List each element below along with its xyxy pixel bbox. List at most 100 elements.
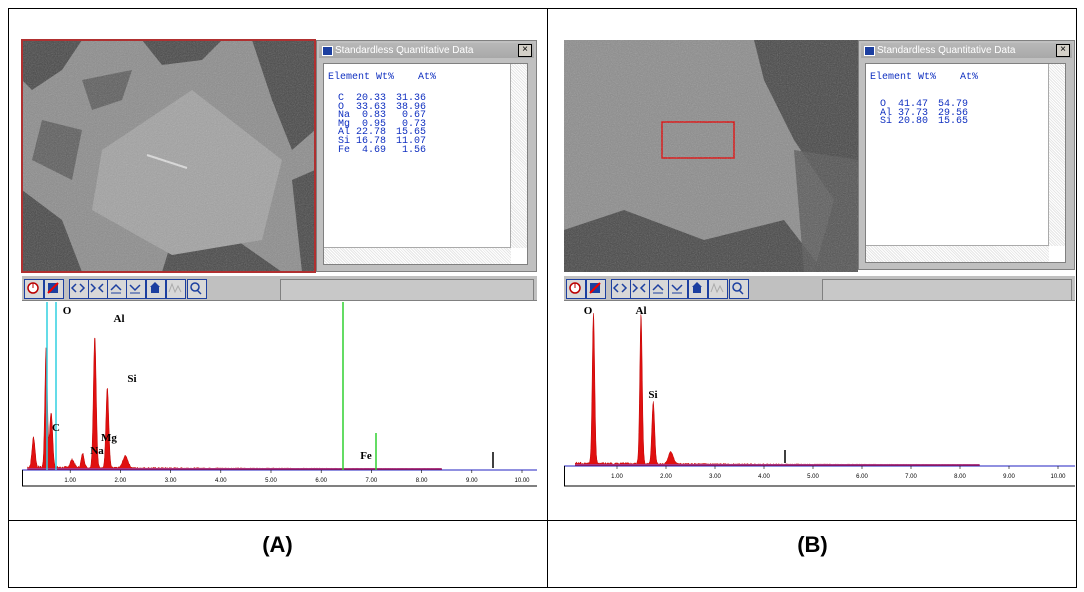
tool-button[interactable]: [88, 279, 108, 299]
tool-button[interactable]: [69, 279, 89, 299]
at-value: 31.36: [395, 93, 426, 104]
x-tick-label: 1.00: [611, 474, 623, 480]
x-tick-label: 9.00: [1003, 474, 1015, 480]
tool-button[interactable]: [24, 279, 44, 299]
x-tick-label: 10.00: [1050, 474, 1066, 480]
at-value: 15.65: [395, 127, 426, 139]
tool-icon: [110, 283, 122, 294]
tool-icon: [90, 283, 104, 293]
x-tick-label: 5.00: [265, 478, 277, 484]
data-body: Element Wt% At% O 41.47 54.79 Al 37.73 29.56 Si 20…: [865, 63, 1066, 263]
panel-label: (B): [797, 532, 828, 557]
x-tick-label: 8.00: [954, 474, 966, 480]
wt-value: 37.73: [897, 107, 928, 119]
x-tick-label: 5.00: [807, 474, 819, 480]
tool-button[interactable]: [146, 279, 166, 299]
toolbar: [564, 275, 1075, 301]
element: C: [338, 93, 345, 104]
at-value: 11.07: [395, 136, 426, 147]
x-tick-label: 6.00: [856, 474, 868, 480]
tool-button[interactable]: [187, 279, 207, 299]
element: Si: [880, 116, 893, 128]
tool-button[interactable]: [44, 279, 64, 299]
wt-value: 4.69: [361, 144, 386, 156]
tool-icon: [569, 282, 581, 294]
table-header: Wt%: [376, 72, 395, 83]
peak-label: Mg: [101, 432, 117, 444]
tool-button[interactable]: [688, 279, 708, 299]
x-tick-label: 3.00: [165, 478, 177, 484]
x-tick-label: 2.00: [115, 478, 127, 484]
sem: [22, 40, 315, 272]
tool-icon: [70, 283, 86, 293]
sem-noise: [564, 40, 858, 272]
tool-icon: [612, 283, 628, 293]
toolbar: [22, 275, 537, 301]
at-value: 38.96: [395, 101, 426, 113]
tool-icon: [27, 282, 39, 294]
peak-label: Si: [127, 373, 136, 385]
at-value: 1.56: [401, 144, 426, 156]
scrollbar: [324, 247, 511, 264]
at-value: 15.65: [937, 116, 968, 128]
close-button[interactable]: ×: [1056, 44, 1070, 57]
element: Mg: [338, 118, 351, 130]
tool-button[interactable]: [729, 279, 749, 299]
wt-value: 20.33: [355, 93, 386, 104]
x-tick-label: 1.00: [64, 478, 76, 484]
wt-value: 0.83: [361, 110, 386, 122]
tool-icon: [692, 282, 702, 293]
tool-button[interactable]: [586, 279, 606, 299]
data-window: Standardless Quantitative Data × Element Wt…: [316, 40, 537, 272]
peak-label: Fe: [360, 450, 372, 462]
title-bar: Standardless Quantitative Data ×: [861, 43, 1072, 58]
wt-value: 16.78: [355, 136, 386, 147]
x-tick-label: 6.00: [315, 478, 327, 484]
window-icon: [322, 46, 333, 56]
frame: [8, 8, 1077, 588]
tool-button[interactable]: [126, 279, 146, 299]
tool-icon: [589, 282, 601, 294]
tool-button[interactable]: [611, 279, 631, 299]
tool-button[interactable]: [166, 279, 186, 299]
tool-icon: [129, 284, 141, 294]
wt-value: 22.78: [355, 127, 386, 139]
scrollbar: [1048, 64, 1065, 246]
table-header: Wt%: [918, 72, 937, 83]
wt-value: 0.95: [361, 118, 386, 130]
wt-value: 20.80: [897, 116, 928, 128]
tool-button[interactable]: [708, 279, 728, 299]
tool-button[interactable]: [630, 279, 650, 299]
x-tick-label: 2.00: [660, 474, 672, 480]
sem-image: [564, 40, 858, 272]
scrollbar: [510, 64, 527, 248]
table-header: At%: [418, 72, 437, 83]
x-tick-label: 9.00: [466, 478, 478, 484]
x-tick-label: 4.00: [215, 478, 227, 484]
sem: [564, 40, 858, 272]
tool-icon: [652, 283, 664, 294]
table-header: Element: [328, 72, 371, 83]
tool-button[interactable]: [649, 279, 669, 299]
tool-icon: [671, 284, 683, 294]
peak-label: O: [584, 305, 593, 317]
close-button[interactable]: ×: [518, 44, 532, 57]
tool-button[interactable]: [668, 279, 688, 299]
element: Al: [338, 127, 351, 139]
x-tick-label: 8.00: [416, 478, 428, 484]
tool-button[interactable]: [566, 279, 586, 299]
tool-icon: [732, 282, 744, 295]
peak-label: Al: [636, 305, 647, 317]
at-value: 0.67: [401, 110, 426, 122]
x-tick-label: 4.00: [758, 474, 770, 480]
peak-label: Na: [90, 445, 104, 457]
divider: [8, 520, 1077, 521]
status-field: [280, 279, 534, 301]
x-tick-label: 7.00: [905, 474, 917, 480]
tool-button[interactable]: [107, 279, 127, 299]
peak-label: C: [52, 422, 60, 434]
tool-icon: [168, 282, 182, 294]
window-icon: [864, 46, 875, 56]
